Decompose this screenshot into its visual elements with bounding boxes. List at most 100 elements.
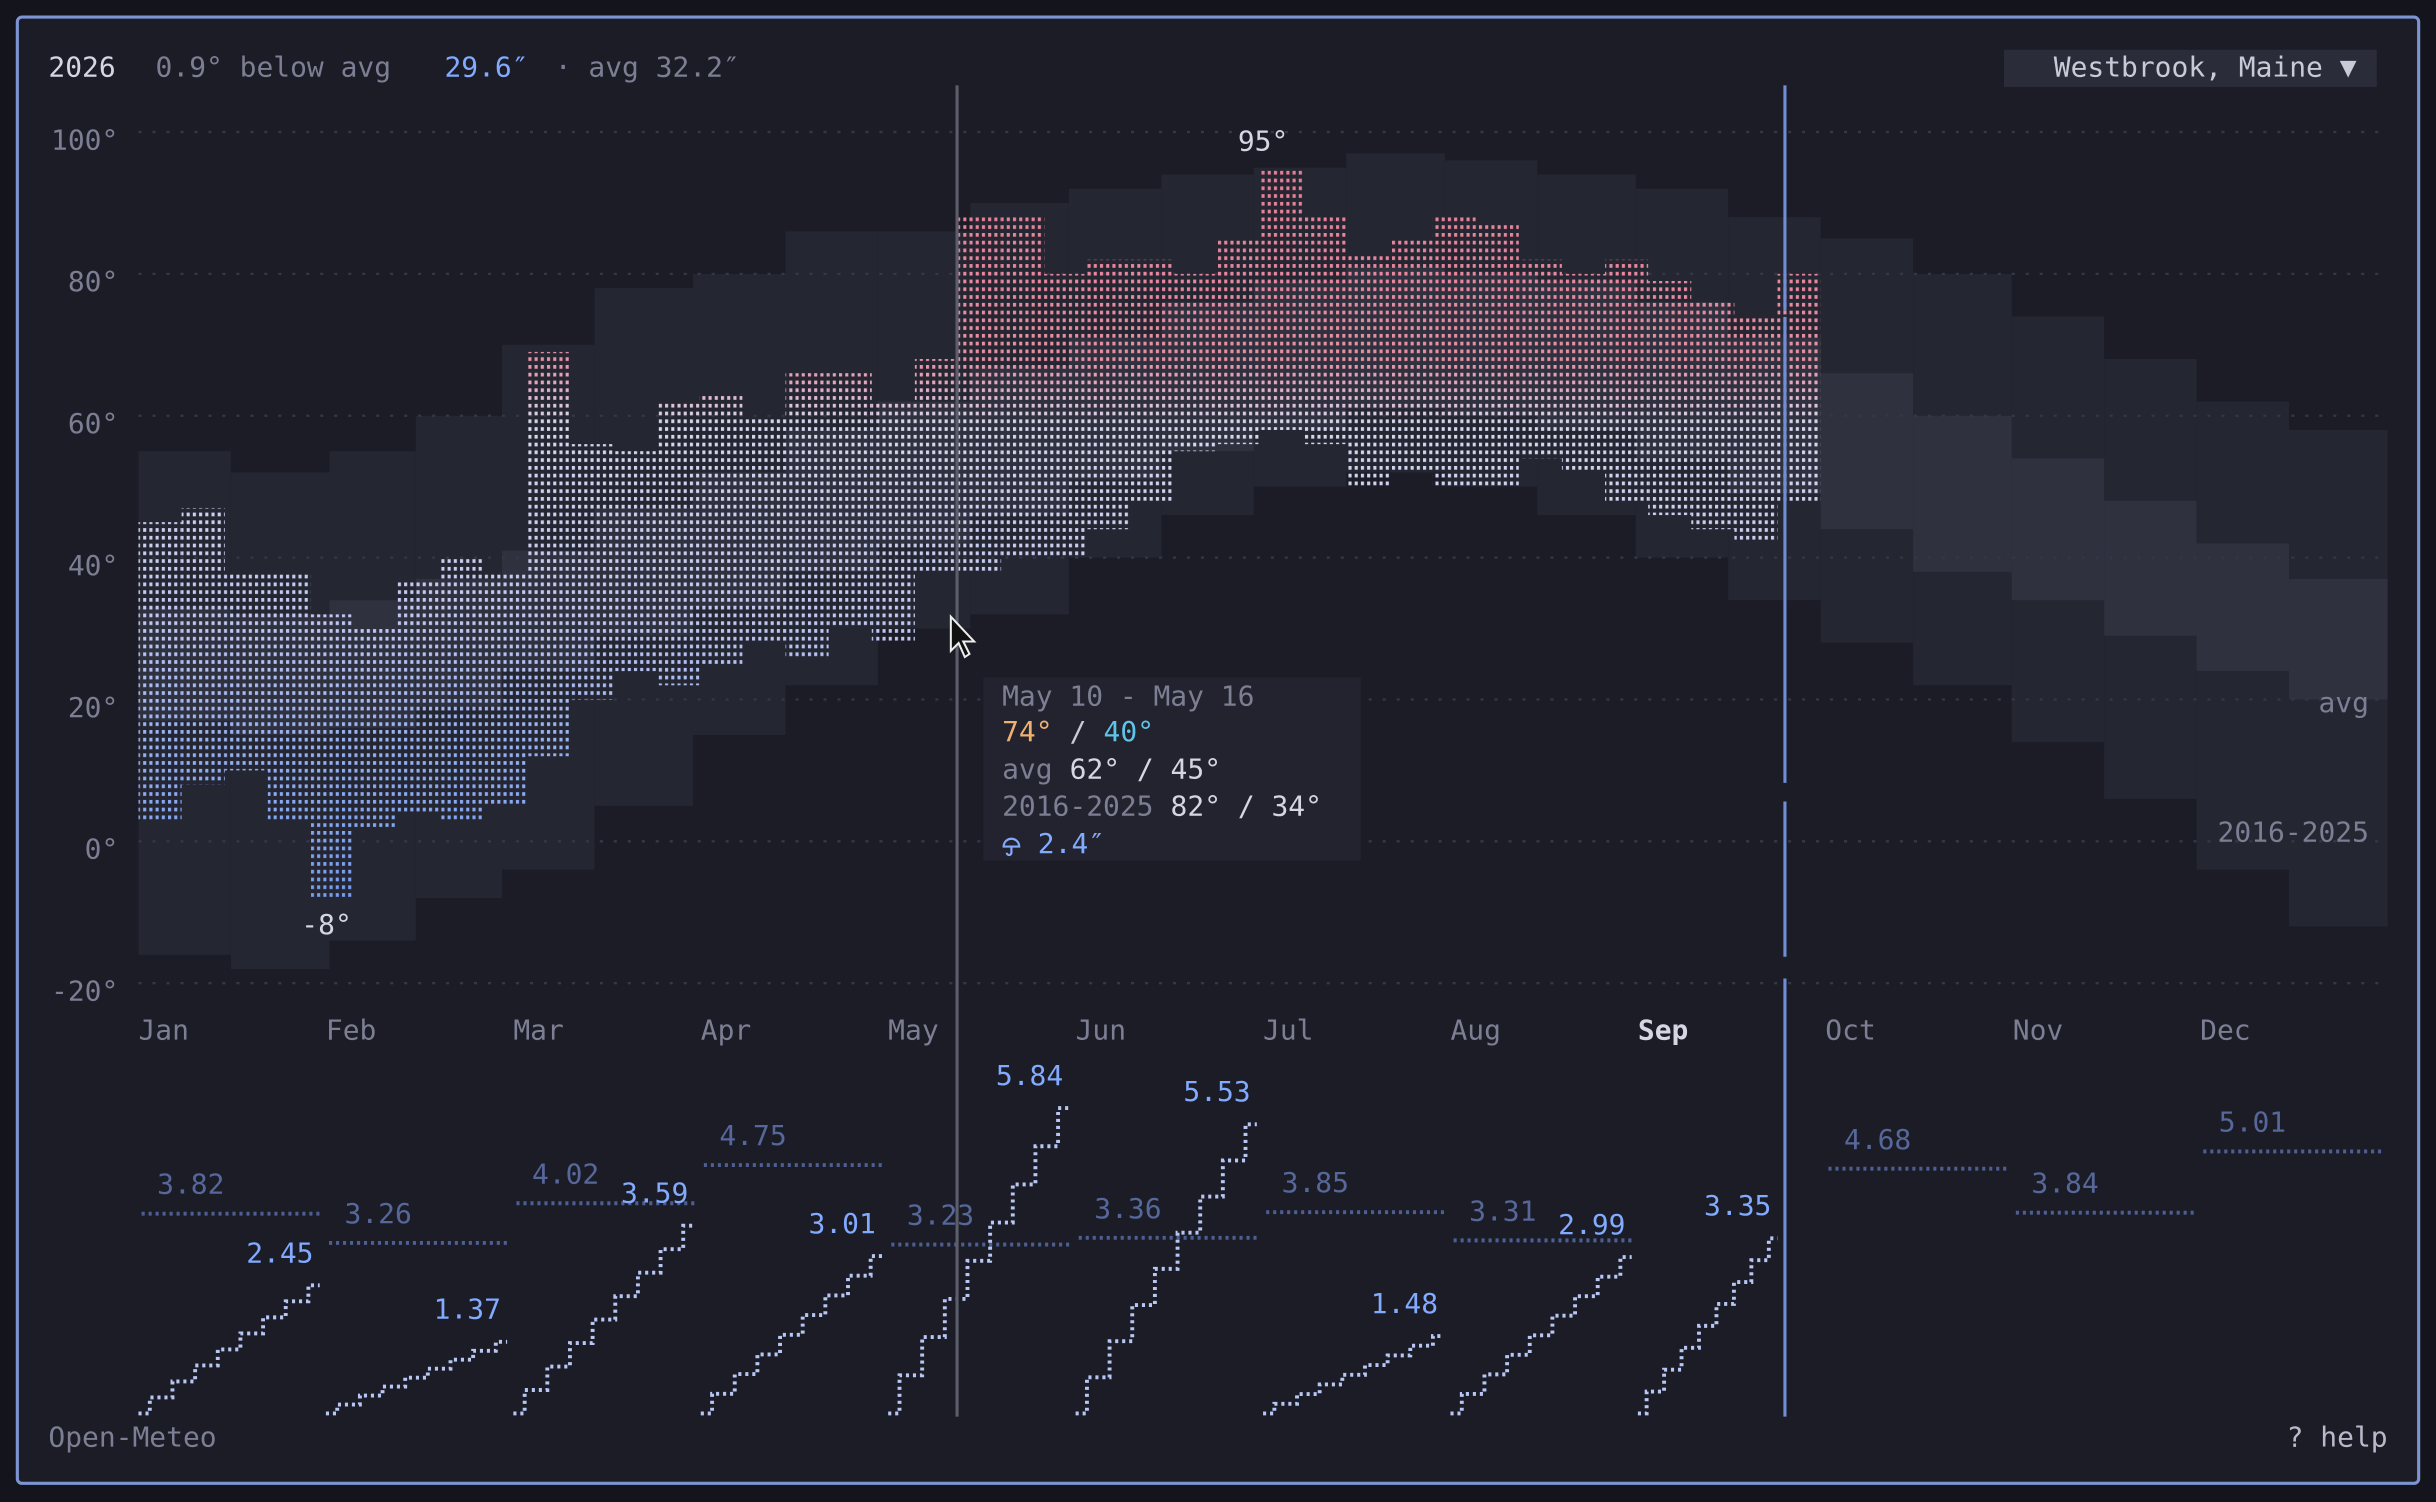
source: Open-Meteo — [48, 1420, 216, 1453]
tooltip-range: 2016-2025 82° / 34° — [1002, 790, 1322, 823]
tooltip-high: 74° — [1002, 715, 1052, 748]
precip-cumulative — [1450, 1255, 1632, 1416]
precip-avg: · avg 32.2″ — [555, 50, 740, 83]
precip-avg-label: 3.85 — [1282, 1166, 1349, 1199]
grid — [138, 130, 2388, 985]
x-tick-label: Jan — [138, 1013, 188, 1046]
week-range — [1216, 238, 1260, 445]
week-range — [1001, 217, 1045, 558]
min-label: -8° — [301, 908, 351, 941]
y-tick-label: 100° — [51, 123, 118, 156]
week-range — [1561, 273, 1606, 473]
x-tick-label: Oct — [1825, 1013, 1875, 1046]
week-range — [1691, 302, 1735, 530]
week-range — [354, 628, 398, 828]
precip-avg-label: 3.84 — [2031, 1167, 2098, 1200]
location[interactable]: Westbrook, Maine ▼ — [2054, 50, 2357, 83]
tooltip-low: 40° — [1104, 715, 1154, 748]
x-tick-label: Aug — [1450, 1013, 1500, 1046]
x-tick-label: Nov — [2013, 1013, 2063, 1046]
precip-label: 3.35 — [1704, 1189, 1771, 1222]
week-range — [742, 415, 786, 643]
precip-cumulative — [513, 1223, 695, 1416]
precip-avg-label: 3.36 — [1094, 1192, 1161, 1225]
precip-avg-label: 3.23 — [907, 1199, 974, 1232]
tooltip-avg-value: 62° / 45° — [1070, 752, 1221, 785]
anomaly: 0.9° below avg — [156, 50, 391, 83]
week-range — [1605, 259, 1649, 501]
precip-cumulative — [1075, 1122, 1257, 1416]
x-tick-label: Jul — [1263, 1013, 1313, 1046]
precip-label: 1.37 — [434, 1293, 501, 1326]
y-tick-label: -20° — [51, 975, 118, 1008]
x-tick-label: May — [888, 1013, 938, 1046]
week-range — [1389, 238, 1433, 473]
location-box[interactable] — [2003, 49, 2377, 87]
avg-band — [2104, 500, 2197, 636]
tooltip-title: May 10 - May 16 — [1002, 679, 1254, 712]
week-range — [1648, 280, 1692, 516]
precip-cumulative — [138, 1283, 320, 1416]
week-range — [311, 614, 355, 899]
week-range — [1303, 217, 1347, 445]
precip-avg-label: 3.82 — [157, 1168, 224, 1201]
precip-cumulative — [1263, 1334, 1445, 1416]
y-tick-label: 80° — [68, 265, 118, 298]
week-range — [1044, 273, 1088, 558]
week-range — [1130, 259, 1174, 501]
avg-band — [1913, 415, 2012, 572]
precip-label: 3.59 — [621, 1177, 688, 1210]
max-label: 95° — [1238, 125, 1288, 158]
precip-label: 5.53 — [1183, 1075, 1250, 1108]
umbrella-icon — [1002, 837, 1021, 857]
tooltip-range-prefix: 2016-2025 — [1002, 790, 1153, 823]
y-tick-label: 60° — [68, 407, 118, 440]
week-range — [526, 351, 570, 757]
tooltip-avg-prefix: avg — [1002, 752, 1052, 785]
avg-band — [2011, 458, 2105, 601]
precip-label: 2.99 — [1558, 1208, 1625, 1241]
week-range — [1173, 273, 1217, 452]
week-range — [440, 557, 484, 821]
week-range — [267, 571, 312, 821]
week-range — [958, 217, 1002, 572]
x-tick-label: Jun — [1076, 1013, 1126, 1046]
week-range — [914, 359, 959, 572]
precip-avg-label: 4.02 — [532, 1157, 599, 1190]
precip-cumulative — [888, 1106, 1070, 1416]
precip-avg-label: 3.31 — [1469, 1194, 1536, 1227]
precip-avg-label: 4.68 — [1844, 1123, 1911, 1156]
week-range — [1518, 259, 1562, 459]
y-tick-label: 40° — [68, 549, 118, 582]
precip-avg-label: 4.75 — [719, 1119, 786, 1152]
tooltip-box — [983, 677, 1361, 861]
week-range — [785, 373, 829, 657]
y-tick-label: 20° — [68, 691, 118, 724]
help[interactable]: ? help — [2287, 1420, 2388, 1453]
week-range — [224, 571, 268, 771]
week-range — [397, 578, 441, 813]
week-range — [483, 571, 527, 806]
precip-avg-label: 3.26 — [345, 1197, 412, 1230]
tooltip-temps: 74° / 40° — [1002, 715, 1154, 748]
week-range — [1346, 252, 1390, 487]
precip-label: 5.84 — [996, 1059, 1063, 1092]
precip-avg-label: 5.01 — [2219, 1106, 2286, 1139]
x-tick-label: Apr — [701, 1013, 751, 1046]
precip-label: 1.48 — [1371, 1287, 1438, 1320]
tooltip-precip: 2.4″ — [1038, 827, 1105, 860]
week-range — [1087, 259, 1131, 530]
precip-total: 29.6″ — [444, 50, 528, 83]
week-range — [828, 373, 872, 629]
x-tick-label: Feb — [326, 1013, 376, 1046]
precip-cumulative — [1637, 1236, 1778, 1416]
week-range — [699, 394, 743, 665]
tooltip: May 10 - May 16 74° / 40° avg 62° / 45° 201… — [983, 677, 1361, 861]
week-range — [1259, 167, 1304, 430]
observed — [138, 167, 1821, 899]
tooltip-range-value: 82° / 34° — [1171, 790, 1322, 823]
avg-band — [2289, 578, 2388, 700]
tooltip-avg: avg 62° / 45° — [1002, 752, 1221, 785]
